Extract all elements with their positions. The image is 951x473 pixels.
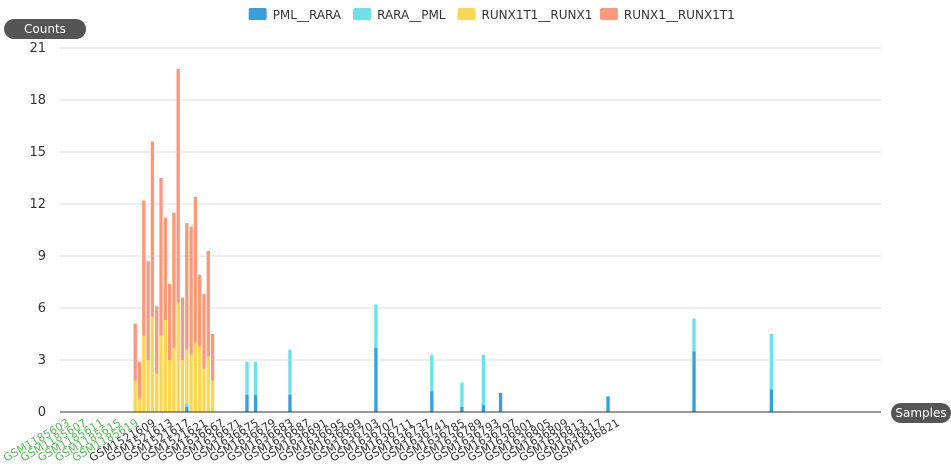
bar-segment-pml-rara[interactable] [253,394,258,412]
bar-segment-pml-rara[interactable] [481,405,486,412]
y-tick-label: 15 [29,145,46,160]
bar-segment-runx1-runx1t1[interactable] [137,361,142,399]
bar-segment-runx1t1-runx1[interactable] [176,302,180,412]
bar-segment-rara-pml[interactable] [460,382,464,407]
bar-segment-runx1-runx1t1[interactable] [176,68,180,303]
legend-swatch [599,8,618,20]
bar-segment-rara-pml[interactable] [481,354,486,406]
y-tick-label: 18 [29,93,46,108]
bar-segment-pml-rara[interactable] [245,394,249,412]
legend-item[interactable]: RUNX1T1__RUNX1 [457,8,593,22]
y-tick-label: 3 [38,353,46,368]
bar-segment-runx1t1-runx1[interactable] [150,316,155,412]
y-axis-title-pill: Counts [4,19,86,39]
bar-segment-rara-pml[interactable] [430,354,434,392]
bar-segment-pml-rara[interactable] [692,351,696,412]
bar-segment-runx1t1-runx1[interactable] [163,320,167,412]
legend-label: PML__RARA [273,8,342,22]
bar-segment-rara-pml[interactable] [769,334,774,390]
bar-segment-runx1-runx1t1[interactable] [150,141,155,317]
bar-segment-runx1t1-runx1[interactable] [180,360,185,412]
bar-segment-runx1-runx1t1[interactable] [159,178,163,336]
bar-segment-runx1t1-runx1[interactable] [198,346,202,412]
legend-swatch [248,8,267,20]
bar-segment-rara-pml[interactable] [374,304,378,348]
x-axis-title: Samples [895,406,946,420]
bar-segment-runx1-runx1t1[interactable] [155,306,159,374]
bar-segment-runx1t1-runx1[interactable] [189,354,193,412]
bar-segment-runx1-runx1t1[interactable] [198,275,202,347]
legend-item[interactable]: PML__RARA [248,8,342,22]
bar-segment-rara-pml[interactable] [692,318,696,352]
bar-segment-runx1t1-runx1[interactable] [193,342,198,412]
y-tick-label: 21 [29,41,46,56]
bar-segment-rara-pml[interactable] [185,403,189,407]
bar-segment-pml-rara[interactable] [185,406,189,412]
bar-segment-runx1-runx1t1[interactable] [206,250,210,357]
legend-swatch [457,8,476,20]
bar-segment-runx1-runx1t1[interactable] [146,261,150,360]
bar-segment-rara-pml[interactable] [253,361,258,395]
legend-label: RUNX1T1__RUNX1 [482,8,593,22]
x-axis-title-pill: Samples [891,403,951,423]
y-tick-label: 12 [29,197,46,212]
legend-item[interactable]: RUNX1__RUNX1T1 [599,8,735,22]
y-axis-title: Counts [24,22,66,36]
bar-segment-pml-rara[interactable] [606,396,610,412]
bar-segment-runx1t1-runx1[interactable] [202,368,206,412]
bar-segment-runx1-runx1t1[interactable] [133,323,137,381]
legend-swatch [353,8,372,20]
bar-segment-runx1t1-runx1[interactable] [210,380,215,412]
bar-segment-runx1-runx1t1[interactable] [142,200,146,336]
bar-segment-pml-rara[interactable] [430,391,434,412]
bar-segment-rara-pml[interactable] [245,361,249,395]
legend-label: RARA__PML [377,8,446,22]
bar-segment-pml-rara[interactable] [498,392,503,412]
bar-segment-runx1t1-runx1[interactable] [155,373,159,412]
legend-item[interactable]: RARA__PML [353,8,446,22]
y-tick-label: 0 [38,405,46,420]
bar-segment-runx1-runx1t1[interactable] [185,223,189,350]
y-tick-labels: 0 3 6 9 12 15 18 21 [29,41,46,420]
bar-segment-runx1-runx1t1[interactable] [193,197,198,343]
bar-segment-runx1t1-runx1[interactable] [172,347,176,412]
bar-segment-pml-rara[interactable] [374,347,378,412]
bar-segment-runx1t1-runx1[interactable] [137,398,142,412]
bar-segment-pml-rara[interactable] [460,406,464,412]
bar-segment-runx1-runx1t1[interactable] [210,334,215,381]
legend-label: RUNX1__RUNX1T1 [624,8,735,22]
bar-segment-pml-rara[interactable] [288,394,292,412]
bar-segment-runx1t1-runx1[interactable] [159,335,163,412]
bar-segment-runx1-runx1t1[interactable] [180,297,185,360]
x-tick-labels: GSM1185603GSM1185607GSM1185611GSM1185615… [1,416,622,464]
legend: PML__RARA RARA__PML RUNX1T1__RUNX1 RUNX1__R… [248,8,735,22]
bar-segment-runx1t1-runx1[interactable] [206,356,210,412]
bar-segment-rara-pml[interactable] [288,349,292,395]
y-tick-label: 9 [38,249,46,264]
bar-segment-pml-rara[interactable] [769,389,774,412]
bar-segment-runx1t1-runx1[interactable] [167,360,172,412]
bar-segment-runx1-runx1t1[interactable] [189,226,193,355]
bar-segment-runx1-runx1t1[interactable] [167,283,172,360]
bar-segment-runx1t1-runx1[interactable] [146,360,150,412]
bar-segment-runx1-runx1t1[interactable] [202,294,206,369]
bar-segment-runx1t1-runx1[interactable] [133,380,137,412]
y-tick-label: 6 [38,301,46,316]
bar-segment-runx1-runx1t1[interactable] [163,217,167,321]
grid-lines [60,47,881,361]
bars [133,68,774,412]
bar-segment-runx1-runx1t1[interactable] [172,212,176,348]
bar-segment-runx1t1-runx1[interactable] [142,335,146,412]
bar-segment-runx1t1-runx1[interactable] [185,349,189,404]
